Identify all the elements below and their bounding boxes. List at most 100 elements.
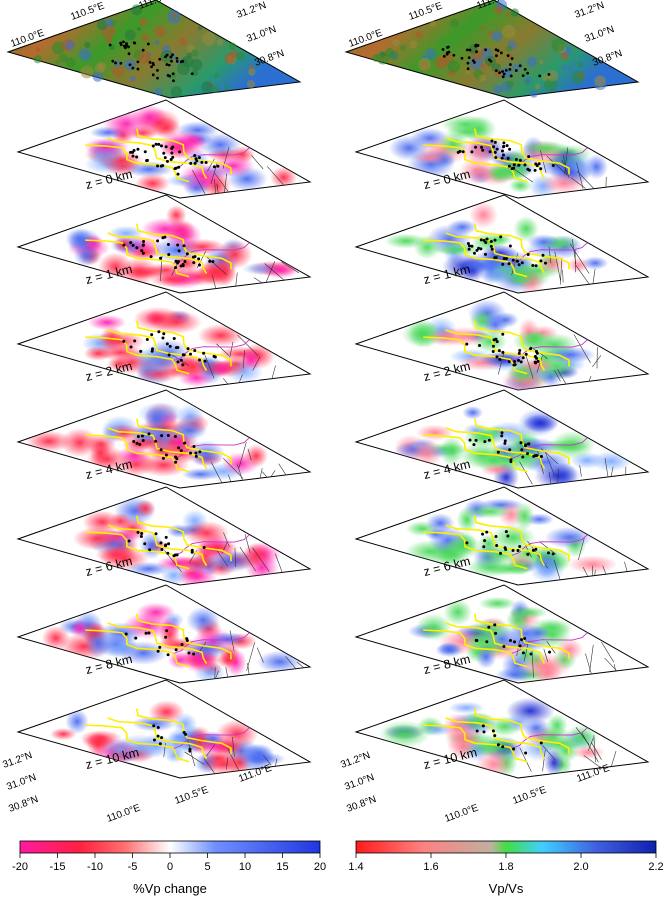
terrain-patch <box>594 75 606 88</box>
earthquake-dot <box>529 652 533 656</box>
earthquake-dot <box>466 61 470 65</box>
anomaly-patch <box>467 504 512 519</box>
fault-trace <box>184 751 205 765</box>
fault-trace <box>513 168 534 183</box>
terrain-patch <box>480 63 486 69</box>
earthquake-dot <box>132 440 136 444</box>
earthquake-dot <box>538 74 542 78</box>
velocity-field <box>388 115 609 198</box>
fault-trace <box>285 656 297 670</box>
earthquake-dot <box>501 332 505 336</box>
terrain-patch <box>64 40 75 51</box>
terrain-patch <box>491 30 503 42</box>
earthquake-dot <box>174 346 178 350</box>
anomaly-patch <box>443 598 473 626</box>
earthquake-dot <box>491 145 495 149</box>
earthquake-dot <box>194 451 198 455</box>
velocity-field <box>41 602 310 683</box>
terrain-patch <box>214 72 219 78</box>
earthquake-dot <box>537 162 541 166</box>
earthquake-dot <box>523 163 527 167</box>
terrain-patch <box>372 54 381 62</box>
earthquake-dot <box>511 258 515 262</box>
earthquake-dot <box>474 44 478 48</box>
fault-trace <box>296 661 310 679</box>
fault-trace <box>576 171 596 191</box>
earthquake-dot <box>526 71 530 75</box>
earthquake-dot <box>141 438 145 442</box>
earthquake-dot <box>472 251 476 255</box>
earthquake-dot <box>493 623 497 627</box>
anomaly-patch <box>134 499 156 518</box>
river-network <box>445 622 546 664</box>
earthquake-dot <box>156 239 160 243</box>
terrain-patch <box>105 36 113 44</box>
anomaly-patch <box>501 260 540 288</box>
earthquake-dot <box>143 542 147 546</box>
earthquake-dot <box>497 349 501 353</box>
earthquake-dot <box>167 353 171 357</box>
terrain-patch <box>248 68 256 76</box>
earthquake-dot <box>483 252 487 256</box>
fault-trace <box>497 351 505 375</box>
lon-label: 110.5°E <box>511 784 548 806</box>
fault-trace <box>205 255 227 275</box>
anomaly-patch <box>508 606 548 619</box>
terrain-patch <box>216 38 224 46</box>
earthquake-dot <box>494 631 498 635</box>
earthquake-dot <box>164 535 168 539</box>
earthquake-dot <box>145 337 149 341</box>
anomaly-patch <box>534 462 581 488</box>
anomaly-patch <box>150 310 203 334</box>
anomaly-patch <box>256 650 303 674</box>
earthquake-dot <box>519 360 523 364</box>
river-network <box>135 320 232 367</box>
province-boundary <box>510 147 588 170</box>
earthquake-dot <box>495 340 499 344</box>
earthquake-dot <box>133 339 137 343</box>
earthquake-dot <box>158 57 162 61</box>
earthquake-dot <box>184 732 188 736</box>
earthquake-dot <box>141 48 145 52</box>
fault-trace <box>562 269 564 283</box>
earthquake-dot <box>171 53 174 57</box>
anomaly-patch <box>412 151 448 164</box>
anomaly-patch <box>160 565 188 585</box>
earthquake-dot <box>507 360 511 364</box>
river-network <box>473 515 570 562</box>
earthquake-dot <box>514 69 518 72</box>
earthquake-dot <box>150 349 154 353</box>
depth-slice: z = 8 km <box>354 584 650 684</box>
depth-slice: z = 2 km <box>354 291 650 391</box>
anomaly-patch <box>87 314 127 331</box>
earthquake-dot <box>468 438 472 442</box>
anomaly-patch <box>475 644 497 669</box>
earthquake-dot <box>146 42 150 46</box>
earthquake-dot <box>165 159 169 163</box>
earthquake-dot <box>461 150 465 154</box>
lat-label: 30.8°N <box>7 794 40 815</box>
earthquake-dot <box>524 443 528 447</box>
velocity-field <box>404 498 631 585</box>
fault-trace <box>519 461 533 485</box>
terrain-patch <box>505 12 511 18</box>
fault-trace <box>222 378 245 390</box>
fault-trace <box>579 465 582 477</box>
lat-label: 31.2°N <box>339 750 372 771</box>
anomaly-patch <box>415 613 452 642</box>
earthquake-dot <box>445 52 449 56</box>
earthquake-dot <box>520 261 524 265</box>
province-boundary <box>172 632 250 655</box>
earthquake-dot <box>114 61 117 65</box>
earthquake-dot <box>502 72 506 76</box>
anomaly-patch <box>197 324 245 347</box>
fault-trace <box>557 468 559 484</box>
fault-trace <box>237 334 259 356</box>
depth-slice: z = 6 km <box>16 486 312 586</box>
fault-trace <box>544 451 555 476</box>
earthquake-dot <box>176 360 180 364</box>
anomaly-patch <box>183 520 230 546</box>
earthquake-dot <box>135 441 139 445</box>
